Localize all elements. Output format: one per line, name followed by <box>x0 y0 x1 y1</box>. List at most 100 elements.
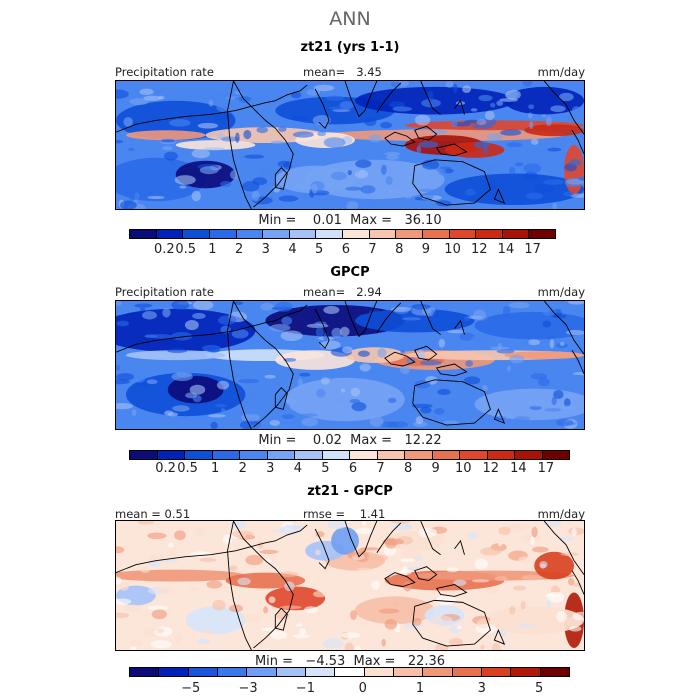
colorbar-tick-label: 9 <box>431 461 440 476</box>
colorbar-tick-label: −3 <box>238 681 258 696</box>
colorbar-tick-label: 1 <box>211 461 220 476</box>
colorbar-tick-label: 7 <box>376 461 385 476</box>
colorbar-tick-label: −5 <box>181 681 201 696</box>
colorbar-ticks: 0.2 0.5 1 2 3 4 5 6 7 8 9 10 12 14 17 <box>129 242 556 258</box>
colorbar-swatch <box>295 451 323 459</box>
colorbar-swatch <box>188 668 218 676</box>
colorbar-tick-label: 4 <box>293 461 303 476</box>
colorbar-swatch <box>449 230 477 238</box>
colorbar-swatch <box>130 230 157 238</box>
panel-title: GPCP <box>330 265 370 280</box>
panel-title: zt21 - GPCP <box>307 484 393 499</box>
panel-units: mm/day <box>537 507 585 521</box>
colorbar-swatch <box>393 668 424 676</box>
colorbar-swatch <box>369 230 397 238</box>
colorbar-swatch <box>432 451 460 459</box>
colorbar-swatch <box>476 230 503 238</box>
colorbar-swatch <box>529 230 555 238</box>
colorbar-swatch <box>540 668 569 676</box>
precipitation-field <box>116 81 584 209</box>
colorbar-tick-label: 10 <box>444 242 461 257</box>
colorbar-swatch <box>209 230 237 238</box>
colorbar-tick-label: 2 <box>234 242 244 257</box>
colorbar-tick-label: 8 <box>395 242 404 257</box>
colorbar-tick-label: 3 <box>266 461 275 476</box>
colorbar <box>129 450 570 460</box>
colorbar-swatch <box>481 668 512 676</box>
colorbar-swatch <box>364 668 394 676</box>
colorbar-swatch <box>515 451 543 459</box>
colorbar-tick-label: 1 <box>415 681 425 696</box>
colorbar-tick-label: 14 <box>497 242 515 257</box>
colorbar-tick-label: 3 <box>261 242 270 257</box>
colorbar-swatch <box>452 668 482 676</box>
colorbar-tick-label: 4 <box>288 242 297 257</box>
map-model <box>115 80 585 210</box>
colorbar-tick-label: 0.5 <box>177 461 198 476</box>
colorbar-swatch <box>159 668 189 676</box>
panel-title: zt21 (yrs 1-1) <box>300 40 400 55</box>
colorbar-tick-label: 5 <box>534 681 544 696</box>
colorbar-tick-label: 1 <box>208 242 217 257</box>
colorbar-swatch <box>240 451 268 459</box>
precipitation-field <box>116 301 584 429</box>
colorbar-swatch <box>212 451 240 459</box>
colorbar-swatch <box>422 230 450 238</box>
colorbar-ticks: 0.2 0.5 1 2 3 4 5 6 7 8 9 10 12 14 17 <box>129 461 570 477</box>
colorbar-swatch <box>335 668 365 676</box>
colorbar-swatch <box>405 451 433 459</box>
colorbar-tick-label: 12 <box>482 461 500 476</box>
colorbar-tick-label: 17 <box>524 242 541 257</box>
colorbar-ticks: −5 −3 −1 0 1 3 5 <box>129 681 570 697</box>
colorbar-swatch <box>322 451 350 459</box>
colorbar-swatch <box>183 230 210 238</box>
colorbar <box>129 667 570 677</box>
colorbar-tick-label: 7 <box>368 242 377 257</box>
colorbar-tick-label: −1 <box>295 681 315 696</box>
colorbar <box>129 229 556 239</box>
colorbar-swatch <box>511 668 541 676</box>
colorbar-swatch <box>377 451 405 459</box>
colorbar-tick-label: 8 <box>403 461 413 476</box>
map-obs <box>115 300 585 430</box>
colorbar-tick-label: 9 <box>421 242 431 257</box>
colorbar-tick-label: 3 <box>477 681 486 696</box>
panel-left-label: Precipitation rate <box>115 65 214 79</box>
colorbar-swatch <box>289 230 317 238</box>
colorbar-tick-label: 14 <box>510 461 527 476</box>
colorbar-swatch <box>236 230 264 238</box>
colorbar-swatch <box>396 230 423 238</box>
colorbar-swatch <box>316 230 343 238</box>
panel-center-label: mean= 3.45 <box>303 65 382 79</box>
precipitation-field <box>116 521 584 650</box>
panel-units: mm/day <box>537 285 585 299</box>
colorbar-tick-label: 5 <box>315 242 324 257</box>
colorbar-tick-label: 0.5 <box>175 242 197 257</box>
colorbar-tick-label: 17 <box>537 461 555 476</box>
colorbar-swatch <box>130 668 160 676</box>
colorbar-swatch <box>130 451 158 459</box>
map-diff <box>115 520 585 651</box>
colorbar-swatch <box>460 451 488 459</box>
colorbar-swatch <box>157 451 185 459</box>
colorbar-tick-label: 10 <box>454 461 472 476</box>
colorbar-tick-label: 5 <box>321 461 330 476</box>
colorbar-swatch <box>185 451 213 459</box>
colorbar-tick-label: 0.2 <box>154 242 175 257</box>
colorbar-tick-label: 6 <box>348 461 358 476</box>
colorbar-swatch <box>487 451 515 459</box>
colorbar-swatch <box>156 230 184 238</box>
colorbar-swatch <box>350 451 378 459</box>
colorbar-tick-label: 12 <box>470 242 488 257</box>
panel-center-label: rmse = 1.41 <box>303 507 386 521</box>
colorbar-swatch <box>542 451 569 459</box>
colorbar-swatch <box>217 668 248 676</box>
min-max-label: Min = −4.53 Max = 22.36 <box>254 654 446 669</box>
min-max-label: Min = 0.01 Max = 36.10 <box>258 213 442 228</box>
colorbar-tick-label: 0.2 <box>155 461 176 476</box>
colorbar-swatch <box>267 451 295 459</box>
colorbar-swatch <box>343 230 370 238</box>
panel-left-label: Precipitation rate <box>115 285 214 299</box>
colorbar-tick-label: 2 <box>238 461 247 476</box>
colorbar-swatch <box>305 668 336 676</box>
